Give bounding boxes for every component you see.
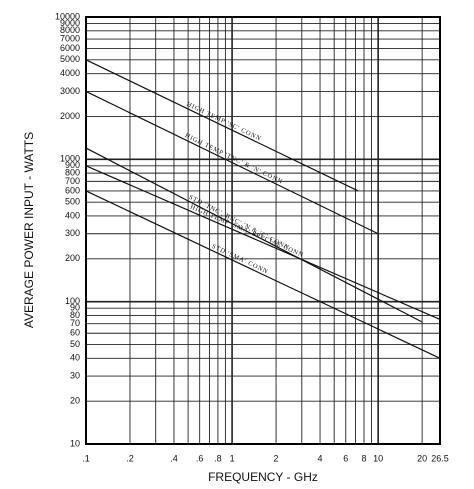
y-tick-label: 9000 — [60, 18, 80, 28]
y-tick-label: 1000 — [60, 154, 80, 164]
series-line — [85, 59, 359, 192]
y-tick-label: 300 — [65, 228, 80, 238]
x-tick-label: 26.5 — [431, 453, 449, 463]
plot-frame — [85, 16, 441, 445]
x-tick-label: 20 — [417, 453, 427, 463]
x-tick-label: .4 — [170, 453, 178, 463]
y-tick-label: 7000 — [60, 33, 80, 43]
y-tick-label: 500 — [65, 197, 80, 207]
x-tick-label: 1 — [230, 453, 235, 463]
y-tick-label: 90 — [70, 303, 80, 313]
x-tick-label: 10 — [373, 453, 383, 463]
x-axis-title: FREQUENCY - GHz — [208, 470, 318, 484]
series-line — [85, 90, 379, 235]
series-line — [85, 165, 441, 321]
y-axis-title: AVERAGE POWER INPUT - WATTS — [22, 132, 36, 328]
x-tick-label: 8 — [362, 453, 367, 463]
y-tick-label: 800 — [65, 168, 80, 178]
y-tick-label: 6000 — [60, 43, 80, 53]
y-tick-label: 10000 — [55, 11, 80, 21]
y-tick-label: 30 — [70, 370, 80, 380]
line-label: HIGH TEMP 'SMA' SPECIAL CONN — [189, 204, 305, 259]
y-tick-label: 4000 — [60, 68, 80, 78]
y-tick-label: 50 — [70, 339, 80, 349]
y-tick-label: 3000 — [60, 86, 80, 96]
y-tick-label: 2000 — [60, 111, 80, 121]
series-line — [85, 147, 423, 323]
y-tick-label: 200 — [65, 253, 80, 263]
y-tick-label: 80 — [70, 310, 80, 320]
y-tick-label: 70 — [70, 318, 80, 328]
x-tick-label: .8 — [214, 453, 222, 463]
y-tick-label: 8000 — [60, 25, 80, 35]
y-tick-label: 20 — [70, 396, 80, 406]
x-tick-label: .2 — [126, 453, 134, 463]
y-tick-label: 10 — [70, 438, 80, 448]
x-tick-label: 2 — [274, 453, 279, 463]
y-tick-label: 100 — [65, 296, 80, 306]
x-tick-label: 6 — [343, 453, 348, 463]
x-tick-label: .6 — [196, 453, 204, 463]
x-tick-label: 4 — [318, 453, 323, 463]
y-tick-label: 40 — [70, 353, 80, 363]
series-line — [85, 190, 441, 359]
y-tick-label: 600 — [65, 185, 80, 195]
y-tick-label: 60 — [70, 328, 80, 338]
x-tick-label: .1 — [82, 453, 90, 463]
y-tick-label: 900 — [65, 160, 80, 170]
y-tick-label: 700 — [65, 176, 80, 186]
y-tick-label: 5000 — [60, 54, 80, 64]
y-tick-label: 400 — [65, 210, 80, 220]
